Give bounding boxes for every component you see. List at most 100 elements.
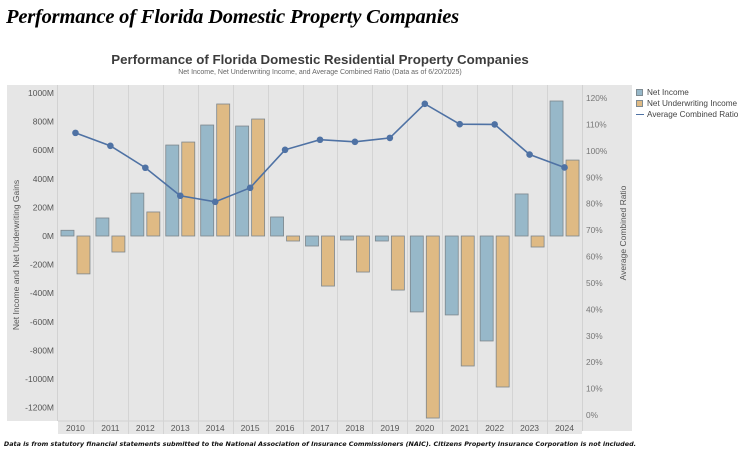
net-income-bar [130, 192, 145, 237]
legend: Net Income Net Underwriting Income Avera… [636, 87, 738, 120]
combined-ratio-point [456, 120, 464, 128]
y2-tick-label: 60% [586, 252, 603, 262]
net-underwriting-income-bar [146, 211, 161, 237]
legend-item-net-income: Net Income [636, 87, 738, 98]
combined-ratio-point [351, 138, 359, 146]
x-tick-label: 2021 [450, 423, 469, 433]
y-tick-label: 0M [42, 231, 54, 241]
combined-ratio-point [72, 129, 79, 137]
combined-ratio-point [176, 192, 184, 200]
y-tick-label: 400M [33, 174, 54, 184]
x-tick-label: 2023 [520, 423, 539, 433]
net-income-bar [409, 235, 424, 313]
y2-tick-label: 100% [586, 146, 608, 156]
y2-tick-label: 110% [586, 119, 607, 129]
x-tick-label: 2016 [276, 423, 295, 433]
y-axis-title: Net Income and Net Underwriting Gains [11, 180, 21, 330]
net-underwriting-income-bar [286, 235, 300, 242]
x-axis-panel [58, 421, 582, 434]
combined-ratio-point [142, 164, 149, 172]
x-tick-label: 2010 [66, 423, 85, 433]
net-underwriting-income-bar [390, 235, 405, 291]
x-tick-label: 2012 [136, 423, 155, 433]
combined-ratio-point [211, 198, 219, 206]
y2-tick-label: 70% [586, 225, 603, 235]
legend-label: Net Income [647, 88, 689, 97]
net-income-bar [374, 235, 389, 242]
net-underwriting-income-bar [216, 103, 231, 237]
legend-item-net-underwriting-income: Net Underwriting Income [636, 98, 738, 109]
y-tick-label: 1000M [28, 88, 54, 98]
x-tick-label: 2013 [171, 423, 190, 433]
net-underwriting-income-bar [111, 235, 126, 253]
x-tick-label: 2011 [101, 423, 120, 433]
net-underwriting-income-bar [321, 235, 335, 287]
net-income-bar [60, 229, 75, 237]
footer-note: Data is from statutory financial stateme… [3, 440, 637, 448]
line-swatch-icon [636, 114, 644, 115]
combined-ratio-point [491, 121, 498, 128]
net-income-bar [165, 144, 180, 237]
legend-label: Average Combined Ratio [647, 110, 739, 119]
net-underwriting-income-bar [356, 235, 370, 273]
net-income-bar [270, 216, 284, 237]
y-tick-label: -1200M [25, 403, 54, 413]
combined-ratio-point [281, 146, 289, 154]
y-tick-label: 200M [33, 202, 54, 212]
net-income-bar [305, 235, 319, 247]
y-tick-label: 600M [33, 145, 54, 155]
net-underwriting-income-bar [181, 141, 196, 237]
x-tick-label: 2018 [345, 423, 364, 433]
net-underwriting-income-bar [495, 235, 510, 388]
left-axis-panel [7, 85, 58, 421]
net-income-bar [95, 217, 110, 237]
x-tick-label: 2014 [206, 423, 225, 433]
y2-tick-label: 40% [586, 304, 603, 314]
combined-ratio-point [421, 100, 429, 108]
x-tick-label: 2017 [311, 423, 330, 433]
right-axis-panel [583, 85, 632, 431]
net-underwriting-income-bar [565, 159, 580, 237]
y-tick-label: -800M [30, 345, 54, 355]
chart-title: Performance of Florida Domestic Resident… [111, 52, 529, 67]
chart-subtitle: Net Income, Net Underwriting Income, and… [178, 69, 462, 76]
y2-tick-label: 0% [586, 410, 599, 420]
x-tick-label: 2019 [380, 423, 399, 433]
x-tick-label: 2022 [485, 423, 504, 433]
y-tick-label: 800M [33, 117, 54, 127]
net-income-swatch-icon [636, 89, 643, 96]
y2-tick-label: 30% [586, 331, 603, 341]
net-income-bar [444, 235, 459, 316]
y-tick-label: -400M [30, 288, 54, 298]
net-income-bar [200, 124, 215, 237]
y2-tick-label: 20% [586, 357, 603, 367]
net-income-bar [514, 193, 529, 237]
combined-ratio-point [561, 164, 568, 171]
combined-ratio-point [107, 142, 114, 150]
y-tick-label: -600M [30, 317, 54, 327]
combined-ratio-point [316, 136, 324, 144]
combined-ratio-point [386, 134, 394, 142]
net-underwriting-income-bar [76, 235, 91, 275]
net-income-bar [235, 125, 250, 237]
page-title: Performance of Florida Domestic Property… [6, 6, 459, 28]
net-income-bar [340, 235, 354, 241]
y-tick-label: -1000M [25, 374, 54, 384]
y2-tick-label: 90% [586, 172, 603, 182]
net-underwriting-income-bar [460, 235, 475, 367]
y2-tick-label: 50% [586, 278, 603, 288]
net-underwriting-income-bar [251, 118, 266, 237]
net-underwriting-income-bar [530, 235, 545, 248]
net-underwriting-swatch-icon [636, 100, 643, 107]
y2-tick-label: 120% [586, 93, 608, 103]
legend-label: Net Underwriting Income [647, 99, 738, 108]
legend-item-average-combined-ratio: Average Combined Ratio [636, 109, 738, 120]
y2-tick-label: 10% [586, 384, 603, 394]
x-tick-label: 2015 [241, 423, 260, 433]
y-tick-label: -200M [30, 260, 54, 270]
net-income-bar [549, 100, 564, 237]
y2-tick-label: 80% [586, 199, 603, 209]
combined-ratio-point [246, 184, 254, 192]
combined-ratio-point [526, 151, 533, 158]
